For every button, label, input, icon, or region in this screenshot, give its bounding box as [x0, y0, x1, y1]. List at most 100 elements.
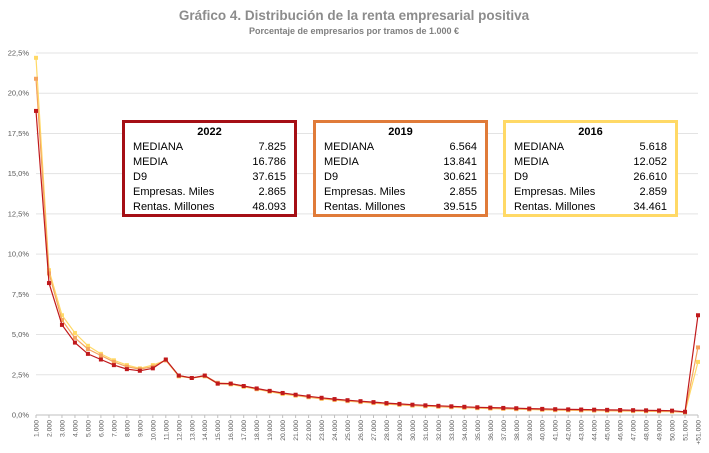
data-point: [241, 384, 246, 389]
x-tick-label: 47.000: [631, 420, 638, 441]
x-tick-label: 40.000: [540, 420, 547, 441]
x-tick-label: 35.000: [475, 420, 482, 441]
stats-value: 13.841: [443, 156, 477, 168]
stats-label: MEDIA: [133, 156, 168, 168]
stats-year: 2022: [197, 126, 222, 138]
stats-value: 6.564: [449, 141, 477, 153]
data-point: [85, 343, 90, 348]
x-tick-label: 16.000: [228, 420, 235, 441]
stats-row: D9 30.621: [324, 170, 477, 185]
x-tick-label: 3.000: [59, 420, 66, 437]
data-point: [592, 407, 597, 412]
stats-label: MEDIANA: [324, 141, 375, 153]
stats-label: Rentas. Millones: [514, 201, 596, 213]
stats-value: 34.461: [633, 201, 667, 213]
x-tick-label: 6.000: [98, 420, 105, 437]
data-point: [501, 405, 506, 410]
x-tick-label: 2.000: [46, 420, 53, 437]
data-point: [163, 357, 168, 362]
x-tick-label: 34.000: [462, 420, 469, 441]
stats-row: D9 37.615: [133, 170, 286, 185]
stats-row: Empresas. Miles 2.865: [133, 185, 286, 200]
stats-value: 30.621: [443, 171, 477, 183]
data-point: [124, 364, 129, 369]
x-tick-label: 13.000: [189, 420, 196, 441]
x-tick-label: 7.000: [111, 420, 118, 437]
x-tick-label: 19.000: [267, 420, 274, 441]
data-point: [34, 76, 38, 81]
x-tick-label: 10.000: [150, 420, 157, 441]
x-tick-label: 46.000: [618, 420, 625, 441]
data-point: [280, 390, 285, 395]
stats-row: Empresas. Miles 2.859: [514, 185, 667, 200]
stats-row: MEDIA 16.786: [133, 155, 286, 170]
y-tick-label: 5,0%: [12, 330, 29, 339]
data-point: [319, 395, 324, 400]
data-point: [332, 397, 337, 402]
x-tick-label: +51.000: [696, 420, 703, 445]
x-tick-label: 43.000: [579, 420, 586, 441]
x-tick-label: 22.000: [306, 420, 313, 441]
x-tick-label: 1.000: [34, 420, 41, 437]
data-point: [423, 403, 428, 408]
stats-box-2016: 2016 MEDIANA 5.618 MEDIA 12.052 D9 26.610 E…: [503, 120, 678, 217]
data-point: [59, 313, 64, 318]
series-2016: [34, 55, 700, 415]
data-point: [34, 108, 38, 113]
x-tick-label: 50.000: [670, 420, 677, 441]
data-point: [631, 408, 636, 413]
data-point: [267, 388, 272, 393]
stats-value: 48.093: [252, 201, 286, 213]
y-axis: 0,0% 2,5% 5,0% 7,5% 10,0% 12,5% 15,0% 17,5% 20,0…: [8, 49, 30, 420]
data-point: [397, 401, 402, 406]
data-point: [72, 340, 77, 345]
stats-label: D9: [514, 171, 529, 183]
data-point: [228, 381, 233, 386]
data-point: [410, 402, 415, 407]
x-tick-label: 11.000: [163, 420, 170, 441]
x-axis: 1.000 2.000 3.000 4.000 5.000 6.000 7.000 8.000…: [34, 415, 703, 445]
data-point: [657, 408, 662, 413]
chart-title: Gráfico 4. Distribución de la renta empr…: [179, 8, 530, 23]
x-tick-label: 21.000: [293, 420, 300, 441]
data-point: [176, 373, 181, 378]
stats-row: Rentas. Millones 34.461: [514, 200, 667, 215]
x-tick-label: 48.000: [644, 420, 651, 441]
stats-row: Rentas. Millones 48.093: [133, 200, 286, 215]
y-tick-label: 22,5%: [8, 49, 30, 58]
chart-subtitle: Porcentaje de empresarios por tramos de …: [249, 26, 459, 36]
data-point: [358, 399, 363, 404]
x-tick-label: 25.000: [345, 420, 352, 441]
series-line: [35, 110, 699, 413]
x-tick-label: 24.000: [332, 420, 339, 441]
data-point: [644, 408, 649, 413]
stats-row: MEDIANA 6.564: [324, 140, 477, 155]
data-point: [293, 392, 298, 397]
gridlines: [36, 52, 698, 416]
y-tick-label: 2,5%: [12, 370, 29, 379]
data-point: [683, 409, 688, 414]
x-tick-label: 42.000: [566, 420, 573, 441]
y-tick-label: 20,0%: [8, 89, 30, 98]
x-tick-label: 20.000: [280, 420, 287, 441]
x-tick-label: 27.000: [371, 420, 378, 441]
data-point: [59, 318, 64, 323]
stats-label: MEDIANA: [133, 141, 184, 153]
data-point: [566, 407, 571, 412]
data-point: [579, 407, 584, 412]
y-tick-label: 7,5%: [12, 290, 29, 299]
x-tick-label: 41.000: [553, 420, 560, 441]
data-point: [150, 366, 155, 371]
stats-row: MEDIA 12.052: [514, 155, 667, 170]
series-2022: [34, 108, 700, 414]
data-point: [605, 407, 610, 412]
data-point: [85, 351, 90, 356]
data-point: [98, 353, 103, 358]
x-tick-label: 15.000: [215, 420, 222, 441]
series: [34, 55, 700, 415]
stats-value: 5.618: [639, 141, 667, 153]
stats-box-2022: 2022 MEDIANA 7.825 MEDIA 16.786 D9 37.615 E…: [122, 120, 297, 217]
data-point: [111, 359, 116, 364]
stats-value: 12.052: [633, 156, 667, 168]
data-point: [59, 322, 64, 327]
